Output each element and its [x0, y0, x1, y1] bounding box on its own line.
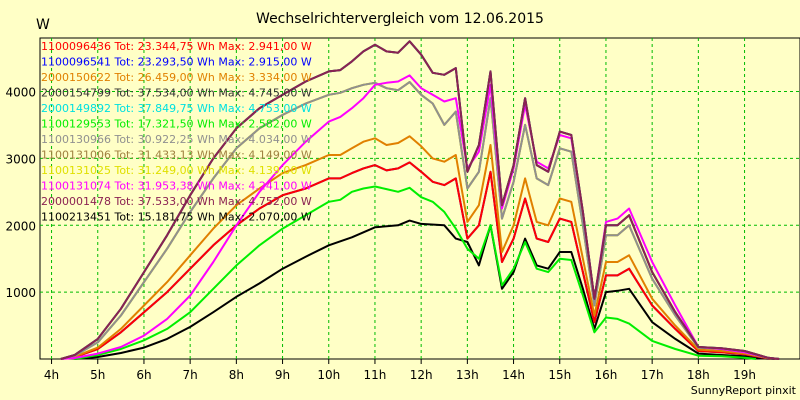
credit-text: SunnyReport pinxit [691, 384, 797, 397]
series-line [60, 74, 780, 360]
plot-area [39, 37, 800, 360]
x-tick-label: 15h [548, 368, 571, 382]
x-tick-label: 18h [687, 368, 710, 382]
x-tick-label: 6h [136, 368, 151, 382]
y-tick-label: 4000 [5, 86, 36, 100]
axis-ticks: 4h 5h 6h 7h 8h 9h 10h 11h 12h 13h 14h 15h 16h 17h 18h 1… [5, 86, 756, 383]
series-line [60, 135, 780, 360]
legend-entry: 2000001478 Tot: 37.533,00 Wh Max: 4.752,… [41, 195, 312, 208]
series-line [74, 219, 780, 360]
series-lines [60, 40, 780, 360]
y-tick-label: 1000 [5, 286, 36, 300]
series-line [60, 161, 780, 360]
legend-entry: 1100213451 Tot: 15.181,75 Wh Max: 2.070,… [41, 211, 312, 224]
chart-title: Wechselrichtervergleich vom 12.06.2015 [256, 11, 544, 27]
x-tick-label: 11h [364, 368, 387, 382]
legend-entry: 1100131025 Tot: 31.249,00 Wh Max: 4.139,… [41, 164, 312, 177]
y-axis-label: W [36, 17, 50, 33]
series-line [60, 81, 780, 360]
x-tick-label: 16h [595, 368, 618, 382]
x-tick-label: 8h [229, 368, 244, 382]
legend-entry: 1100096541 Tot: 23.293,50 Wh Max: 2.915,… [41, 56, 312, 69]
legend-entry: 1100131074 Tot: 31.953,38 Wh Max: 4.241,… [41, 180, 312, 193]
y-tick-label: 2000 [5, 219, 36, 233]
legend-entry: 1100131006 Tot: 31.433,13 Wh Max: 4.149,… [41, 149, 312, 162]
x-tick-label: 5h [90, 368, 105, 382]
x-tick-label: 13h [456, 368, 479, 382]
x-tick-label: 10h [317, 368, 340, 382]
x-tick-label: 4h [44, 368, 59, 382]
y-tick-label: 3000 [5, 152, 36, 166]
series-line [60, 40, 780, 360]
x-tick-label: 12h [410, 368, 433, 382]
x-tick-label: 19h [733, 368, 756, 382]
series-line [74, 185, 757, 360]
legend: 1100096436 Tot: 23.344,75 Wh Max: 2.941,… [41, 40, 312, 224]
x-tick-label: 9h [275, 368, 290, 382]
legend-entry: 1100130966 Tot: 30.922,25 Wh Max: 4.034,… [41, 133, 312, 146]
legend-entry: 2000149892 Tot: 37.849,75 Wh Max: 4.753,… [41, 102, 312, 115]
x-tick-label: 14h [502, 368, 525, 382]
x-tick-label: 17h [641, 368, 664, 382]
legend-entry: 1100129553 Tot: 17.321,50 Wh Max: 2.582,… [41, 118, 312, 131]
legend-entry: 2000154799 Tot: 37.534,00 Wh Max: 4.745,… [41, 87, 312, 100]
legend-entry: 2000150622 Tot: 26.459,00 Wh Max: 3.334,… [41, 71, 312, 84]
legend-entry: 1100096436 Tot: 23.344,75 Wh Max: 2.941,… [41, 40, 312, 53]
x-tick-label: 7h [183, 368, 198, 382]
